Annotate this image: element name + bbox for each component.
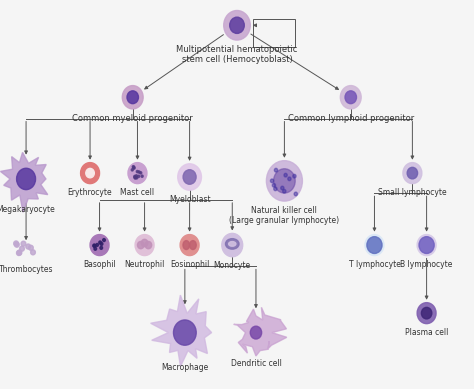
- Text: Natural killer cell
(Large granular lymphocyte): Natural killer cell (Large granular lymp…: [229, 206, 339, 225]
- Ellipse shape: [421, 307, 432, 319]
- Ellipse shape: [127, 91, 138, 104]
- Ellipse shape: [367, 237, 382, 254]
- Ellipse shape: [183, 241, 190, 249]
- Ellipse shape: [136, 170, 138, 173]
- Ellipse shape: [138, 171, 140, 173]
- Ellipse shape: [228, 242, 236, 246]
- Ellipse shape: [14, 241, 18, 246]
- Ellipse shape: [136, 175, 137, 177]
- Text: Common lymphoid progenitor: Common lymphoid progenitor: [288, 114, 414, 123]
- Polygon shape: [234, 307, 287, 356]
- Ellipse shape: [81, 163, 100, 184]
- Ellipse shape: [17, 168, 36, 190]
- Ellipse shape: [283, 189, 286, 193]
- Ellipse shape: [17, 251, 21, 256]
- Ellipse shape: [86, 168, 94, 178]
- Ellipse shape: [274, 187, 277, 191]
- Text: Megakaryocyte: Megakaryocyte: [0, 205, 55, 214]
- Ellipse shape: [93, 244, 96, 247]
- Ellipse shape: [417, 303, 436, 324]
- Text: T lymphocyte: T lymphocyte: [348, 260, 401, 269]
- Ellipse shape: [140, 172, 142, 174]
- Ellipse shape: [93, 244, 96, 247]
- Ellipse shape: [28, 245, 33, 251]
- Ellipse shape: [136, 177, 138, 179]
- Ellipse shape: [178, 164, 201, 190]
- Text: Plasma cell: Plasma cell: [405, 328, 448, 337]
- Ellipse shape: [222, 233, 243, 257]
- Ellipse shape: [190, 241, 196, 249]
- Ellipse shape: [288, 177, 291, 180]
- Text: Basophil: Basophil: [83, 260, 116, 269]
- Ellipse shape: [284, 173, 287, 177]
- Ellipse shape: [131, 169, 133, 171]
- Ellipse shape: [141, 239, 148, 247]
- Ellipse shape: [419, 237, 434, 254]
- Text: Myeloblast: Myeloblast: [169, 195, 210, 204]
- Ellipse shape: [134, 177, 137, 179]
- Ellipse shape: [134, 176, 136, 179]
- Polygon shape: [151, 295, 211, 366]
- Ellipse shape: [21, 241, 26, 246]
- Polygon shape: [0, 152, 48, 212]
- Ellipse shape: [173, 320, 196, 345]
- Ellipse shape: [407, 167, 418, 179]
- Text: Common myeloid progenitor: Common myeloid progenitor: [73, 114, 193, 123]
- Ellipse shape: [26, 244, 30, 249]
- Ellipse shape: [100, 242, 103, 245]
- Ellipse shape: [96, 244, 99, 246]
- Text: Monocyte: Monocyte: [214, 261, 251, 270]
- Text: Macrophage: Macrophage: [161, 363, 209, 371]
- Ellipse shape: [272, 184, 275, 187]
- Ellipse shape: [230, 17, 244, 33]
- Ellipse shape: [137, 242, 144, 249]
- Ellipse shape: [133, 167, 135, 169]
- Ellipse shape: [183, 170, 196, 184]
- Ellipse shape: [266, 161, 302, 201]
- Ellipse shape: [145, 242, 152, 249]
- Text: Mast cell: Mast cell: [120, 188, 155, 197]
- Text: Small lymphocyte: Small lymphocyte: [378, 188, 447, 197]
- Ellipse shape: [345, 91, 356, 104]
- Ellipse shape: [17, 250, 22, 255]
- Ellipse shape: [31, 250, 36, 255]
- Text: Multipotential hematopoietic
stem cell (Hemocytoblast): Multipotential hematopoietic stem cell (…: [176, 45, 298, 64]
- Ellipse shape: [19, 246, 24, 251]
- Ellipse shape: [137, 175, 140, 177]
- Ellipse shape: [403, 163, 422, 184]
- Ellipse shape: [90, 235, 109, 256]
- Text: Erythrocyte: Erythrocyte: [68, 188, 112, 197]
- Text: Thrombocytes: Thrombocytes: [0, 265, 53, 273]
- Ellipse shape: [133, 166, 135, 168]
- Ellipse shape: [141, 175, 143, 177]
- Ellipse shape: [365, 235, 384, 256]
- Ellipse shape: [103, 238, 105, 242]
- Ellipse shape: [128, 163, 147, 184]
- Ellipse shape: [132, 166, 135, 168]
- Ellipse shape: [293, 174, 296, 178]
- Ellipse shape: [271, 179, 273, 183]
- Ellipse shape: [100, 246, 102, 249]
- Ellipse shape: [340, 86, 361, 109]
- Ellipse shape: [417, 235, 436, 256]
- Ellipse shape: [99, 241, 101, 244]
- Ellipse shape: [134, 175, 136, 178]
- Text: Neutrophil: Neutrophil: [124, 260, 165, 269]
- Text: Dendritic cell: Dendritic cell: [230, 359, 282, 368]
- Text: Eosinophil: Eosinophil: [170, 260, 210, 269]
- Ellipse shape: [180, 235, 199, 256]
- Ellipse shape: [250, 326, 262, 339]
- Ellipse shape: [281, 186, 284, 190]
- Ellipse shape: [122, 86, 143, 109]
- Ellipse shape: [294, 192, 297, 196]
- Ellipse shape: [224, 11, 250, 40]
- Text: B lymphocyte: B lymphocyte: [401, 260, 453, 269]
- Ellipse shape: [135, 235, 154, 256]
- Ellipse shape: [94, 247, 97, 250]
- Ellipse shape: [15, 242, 19, 247]
- Ellipse shape: [226, 239, 239, 249]
- Ellipse shape: [273, 169, 295, 193]
- Ellipse shape: [274, 168, 278, 172]
